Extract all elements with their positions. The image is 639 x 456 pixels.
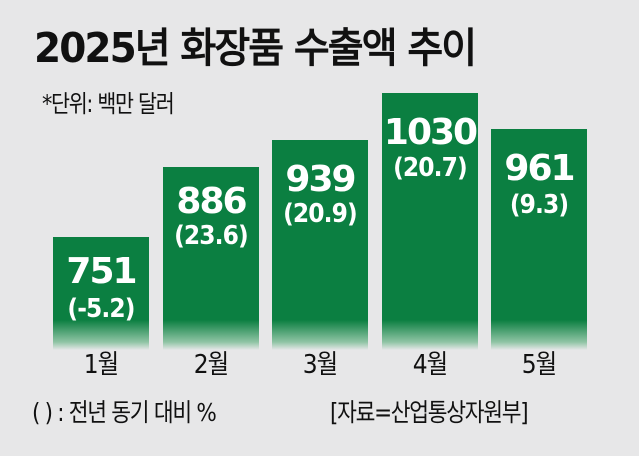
x-label-mar: 3월 <box>302 350 339 380</box>
bar-jan: 751 (-5.2) <box>53 237 149 350</box>
value-label: 939 <box>285 159 356 200</box>
pct-label: (-5.2) <box>67 294 135 324</box>
bar-mar: 939 (20.9) <box>272 140 368 350</box>
chart-title: 2025년 화장품 수출액 추이 <box>34 24 477 72</box>
x-label-apr: 4월 <box>412 350 449 380</box>
unit-note: *단위: 백만 달러 <box>42 90 175 118</box>
source-credit: [자료=산업통상자원부] <box>330 398 529 427</box>
value-label: 751 <box>66 251 137 292</box>
value-label: 961 <box>504 148 575 189</box>
bar-may: 961 (9.3) <box>491 129 587 350</box>
bar-apr: 1030 (20.7) <box>382 93 478 350</box>
bar-feb: 886 (23.6) <box>163 167 259 350</box>
x-label-feb: 2월 <box>193 350 230 380</box>
value-label: 1030 <box>383 112 478 153</box>
x-label-jan: 1월 <box>83 350 120 380</box>
pct-label: (9.3) <box>509 190 569 220</box>
pct-label: (23.6) <box>174 221 249 251</box>
x-label-may: 5월 <box>521 350 558 380</box>
footnote: ( ) : 전년 동기 대비 % <box>32 398 217 427</box>
pct-label: (20.7) <box>393 153 468 183</box>
value-label: 886 <box>176 181 247 222</box>
pct-label: (20.9) <box>283 199 358 229</box>
